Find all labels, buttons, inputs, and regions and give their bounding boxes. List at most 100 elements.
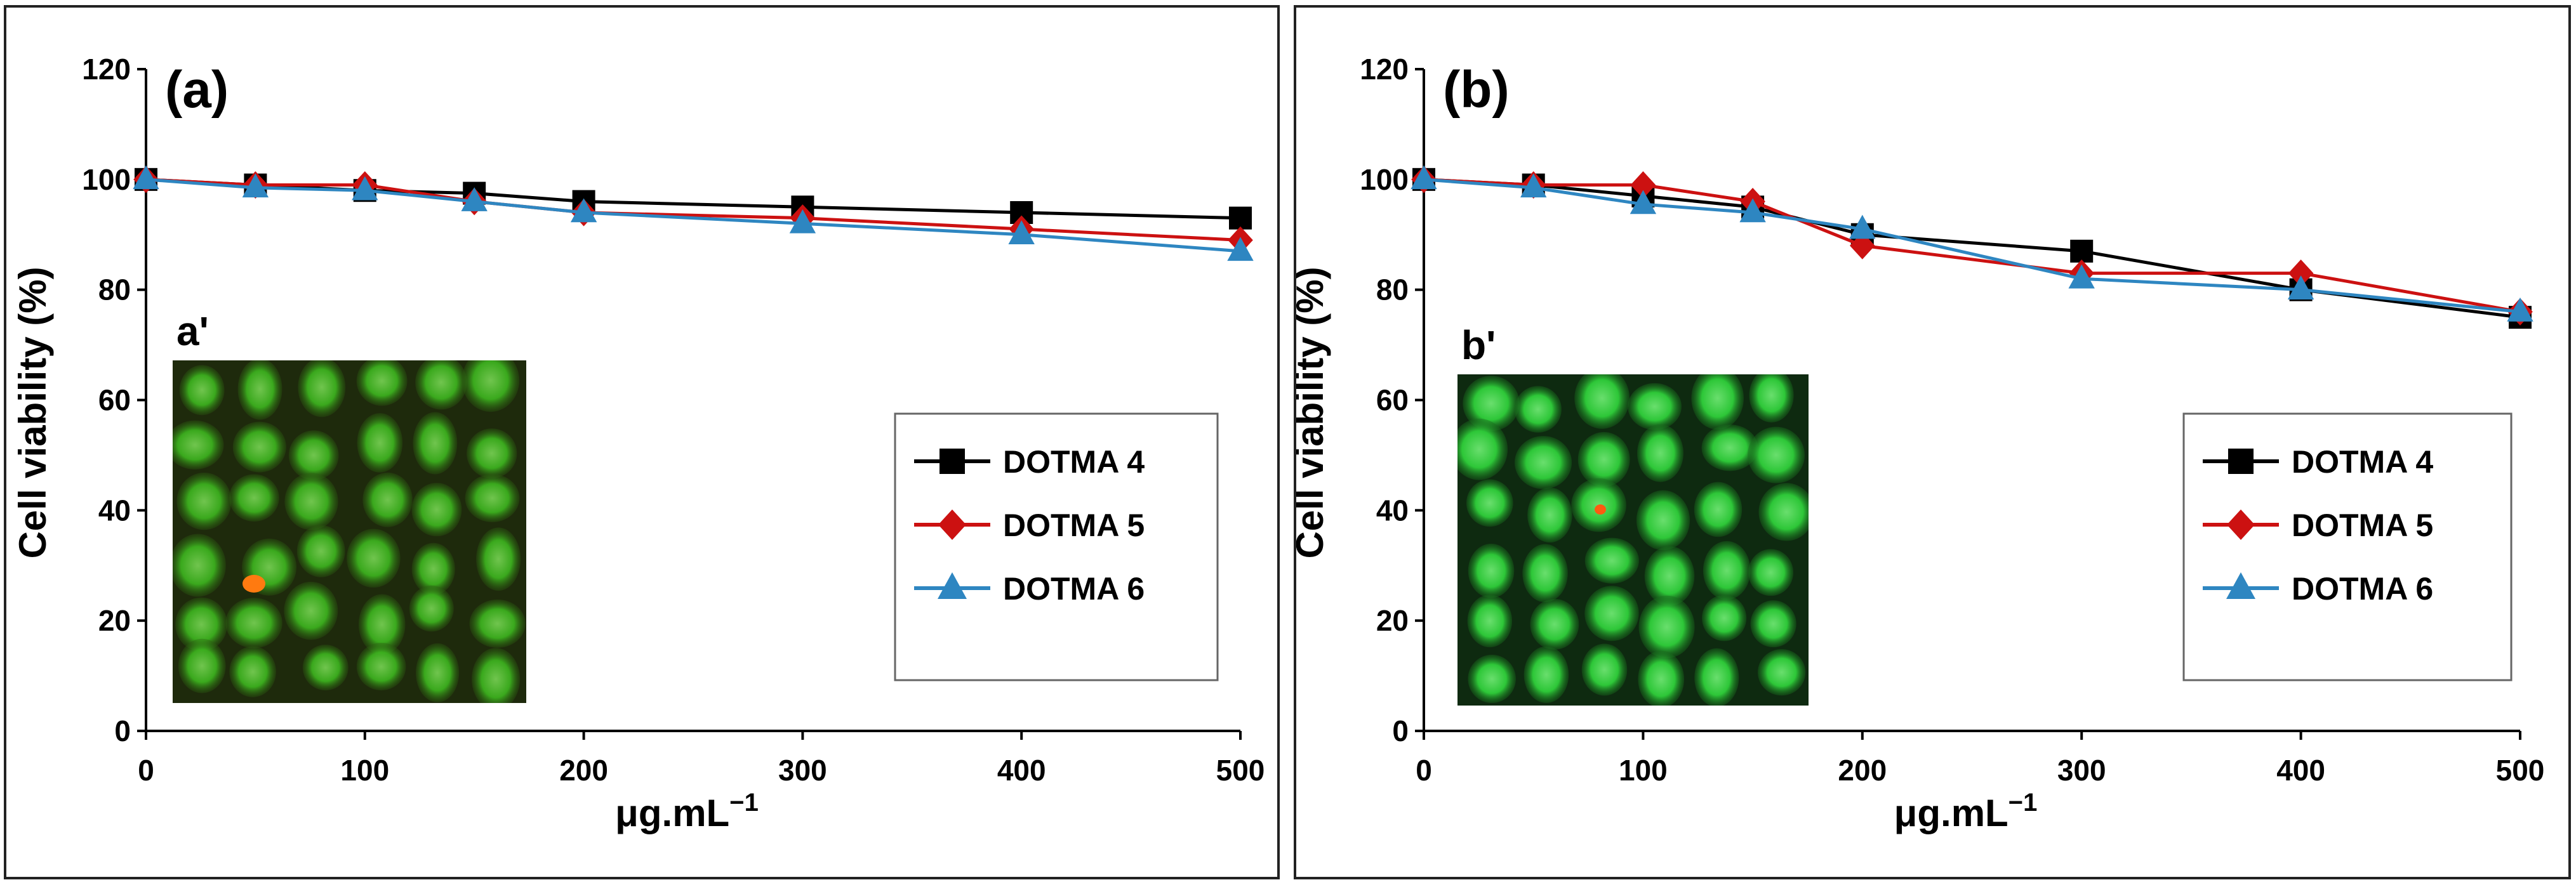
x-tick-label: 200 (559, 754, 608, 787)
panel-label: (b) (1443, 61, 1510, 119)
cell (415, 360, 467, 410)
cell (229, 474, 279, 522)
cell (1457, 418, 1508, 480)
cell (1691, 374, 1744, 430)
cell (1694, 482, 1743, 537)
data-point (789, 209, 816, 233)
x-tick-label: 0 (1416, 754, 1432, 787)
cell (472, 648, 521, 703)
x-tick-label: 300 (2057, 754, 2106, 787)
data-point (133, 165, 159, 190)
cell (461, 360, 520, 412)
cell (362, 472, 413, 527)
chart-a-svg: 0 20 40 60 80 100 120 0 100 200 300 400 500 Cell viab… (11, 53, 1265, 834)
data-point (1411, 165, 1437, 190)
cell (409, 585, 454, 632)
cell (173, 420, 224, 470)
cell (356, 360, 408, 406)
y-tick-label: 40 (1376, 494, 1409, 527)
legend-label: DOTMA 6 (2292, 571, 2433, 607)
y-tick-label: 60 (1376, 384, 1409, 417)
cell (1530, 598, 1579, 650)
legend-marker (2228, 449, 2254, 474)
panel-label: (a) (165, 61, 229, 119)
x-axis-label-exponent: −1 (729, 789, 759, 817)
cell (476, 527, 521, 591)
x-tick-label: 500 (2496, 754, 2545, 787)
cell (1702, 595, 1747, 641)
y-axis-label: Cell viability (%) (1296, 266, 1331, 558)
x-tick-label: 200 (1838, 754, 1887, 787)
cell (1636, 490, 1690, 551)
data-point (2070, 239, 2094, 263)
data-point (2068, 264, 2095, 289)
cell (1463, 376, 1520, 431)
y-tick-label: 120 (82, 53, 131, 86)
cell (1524, 646, 1569, 703)
cell (1758, 483, 1809, 541)
x-tick-label: 0 (138, 754, 154, 787)
data-point (242, 173, 269, 198)
cell (298, 360, 346, 417)
inset-background (1457, 374, 1809, 706)
x-tick-label: 400 (997, 754, 1046, 787)
data-point (1739, 198, 1766, 223)
cell (1527, 487, 1572, 543)
cell (1694, 648, 1739, 706)
cell (1750, 600, 1796, 648)
data-point (1227, 237, 1254, 261)
data-point (1008, 220, 1035, 245)
y-tick-label: 20 (1376, 604, 1409, 637)
series-line-5 (1423, 178, 2521, 313)
data-point (352, 176, 378, 200)
cell (1468, 654, 1516, 704)
cell (1467, 595, 1513, 648)
cell (1757, 649, 1806, 696)
y-tick-label: 80 (1376, 273, 1409, 306)
cell (296, 525, 345, 577)
data-point (1520, 173, 1547, 198)
x-tick-label: 100 (340, 754, 389, 787)
data-point (1849, 214, 1876, 239)
cell (1574, 374, 1630, 429)
cell (1701, 424, 1758, 471)
legend-marker (938, 509, 966, 540)
cell (413, 412, 458, 475)
inset-background (173, 360, 526, 703)
y-tick-label: 100 (1360, 163, 1409, 196)
y-tick-label: 0 (114, 714, 131, 747)
y-axis-label: Cell viability (%) (11, 266, 54, 558)
y-tick-label: 40 (98, 494, 131, 527)
panel-b: 0 20 40 60 80 100 120 0 100 200 300 400 500 Cell viab… (1294, 5, 2571, 879)
cell (284, 473, 338, 530)
legend-marker (2226, 572, 2255, 599)
cell (178, 638, 226, 693)
x-tick-label: 500 (1216, 754, 1265, 787)
cell (1747, 426, 1805, 483)
cell (469, 599, 526, 648)
series-line-6 (1423, 178, 2521, 313)
cell (411, 542, 455, 595)
cell (1514, 436, 1572, 489)
cell (173, 534, 226, 597)
y-tick-label: 100 (82, 163, 131, 196)
data-point (1630, 190, 1657, 214)
cell (357, 413, 403, 473)
y-tick-label: 80 (98, 273, 131, 306)
dead-cell-spot (1595, 504, 1606, 515)
cell (465, 474, 520, 522)
data-point (2507, 297, 2533, 322)
cell (1749, 374, 1794, 423)
inset-label: b' (1461, 322, 1496, 368)
micrograph-inset (173, 360, 526, 703)
data-point (2288, 259, 2314, 287)
cell (1581, 643, 1628, 696)
cell (1644, 546, 1695, 606)
panel-a: 0 20 40 60 80 100 120 0 100 200 300 400 500 Cell viab… (4, 5, 1280, 879)
x-axis-label-exponent: −1 (2008, 789, 2038, 817)
legend-label: DOTMA 4 (1003, 444, 1145, 480)
dead-cell-spot (242, 575, 265, 593)
y-tick-label: 60 (98, 384, 131, 417)
cell (284, 581, 338, 640)
legend-label: DOTMA 5 (2292, 508, 2433, 543)
